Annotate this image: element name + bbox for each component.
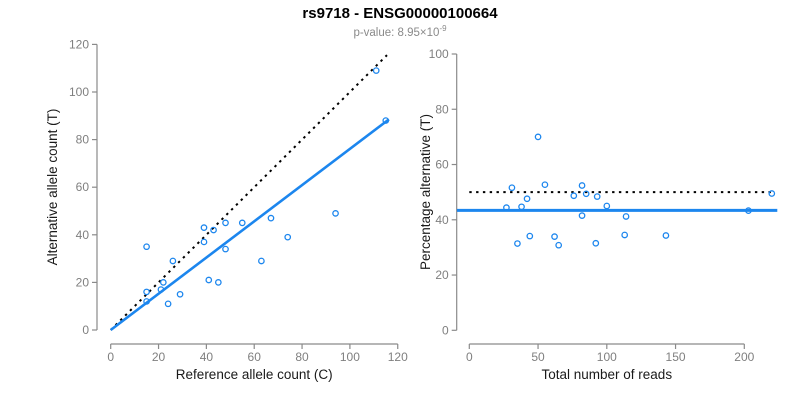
data-point [570,192,578,200]
data-point [523,195,531,203]
data-point [169,257,177,265]
data-point [503,204,510,211]
y-tick-label: 100 [429,47,449,61]
x-axis-title: Reference allele count (C) [176,367,333,382]
data-point [258,257,265,265]
data-point [200,238,208,246]
data-point [382,117,390,124]
x-tick-label: 60 [248,350,262,364]
data-point [222,245,229,253]
data-point [238,219,246,227]
y-tick-label: 40 [435,213,449,227]
data-point [159,279,167,286]
data-point [518,203,525,211]
data-point [593,193,601,200]
x-tick-label: 100 [597,350,617,364]
y-axis-title: Alternative allele count (T) [45,109,60,266]
data-point [622,213,630,220]
identity-line [109,54,388,331]
y-axis-title: Percentage alternative (T) [418,114,433,270]
data-point [222,219,229,227]
data-point [578,182,586,189]
data-point [768,190,776,197]
data-point [603,202,611,210]
data-point [541,181,549,189]
x-tick-label: 120 [388,350,408,364]
percentage-alternative-plot: 0 20 40 60 80 100 0 50 100 150 200 Total number of … [418,47,778,382]
data-point [514,240,521,247]
x-tick-label: 100 [340,350,360,364]
data-point [332,210,339,217]
y-tick-label: 20 [435,268,449,282]
data-point [164,300,172,308]
x-tick-label: 50 [531,350,545,364]
y-tick-label: 0 [82,323,89,337]
data-point [534,133,542,141]
x-tick-label: 80 [295,350,309,364]
data-point [267,214,275,222]
data-point [372,67,380,74]
data-point [205,276,213,284]
y-tick-label: 80 [76,133,90,147]
x-tick-label: 0 [466,350,473,364]
data-point [214,279,222,286]
x-tick-label: 150 [666,350,686,364]
fit-line [109,118,390,332]
y-tick-label: 80 [435,102,449,116]
data-point [143,288,150,296]
data-point [157,286,165,293]
data-point [176,290,184,298]
y-tick-label: 0 [442,323,449,337]
x-tick-label: 20 [152,350,166,364]
data-point [555,241,563,249]
y-tick-label: 40 [76,228,90,242]
y-tick-label: 100 [69,85,89,99]
x-axis-title: Total number of reads [542,367,673,382]
y-tick-label: 60 [76,180,90,194]
data-point [508,184,516,192]
data-point [200,224,208,232]
data-point [578,212,586,219]
data-point [526,232,534,240]
y-tick-label: 60 [435,158,449,172]
data-point [582,190,590,198]
y-tick-label: 120 [69,37,89,51]
data-point [662,232,670,239]
data-point [143,243,150,251]
data-point [551,233,558,240]
data-point [143,298,150,305]
allele-counts-plot: 0 20 40 60 80 100 120 0 20 40 60 80 100 120 Reference … [45,37,408,382]
x-tick-label: 200 [734,350,754,364]
data-point [284,233,292,241]
data-point [745,207,752,215]
y-tick-label: 20 [76,275,90,289]
x-tick-label: 40 [200,350,214,364]
data-point [621,231,629,239]
x-tick-label: 0 [107,350,114,364]
data-point [210,226,217,234]
data-point [592,239,600,247]
